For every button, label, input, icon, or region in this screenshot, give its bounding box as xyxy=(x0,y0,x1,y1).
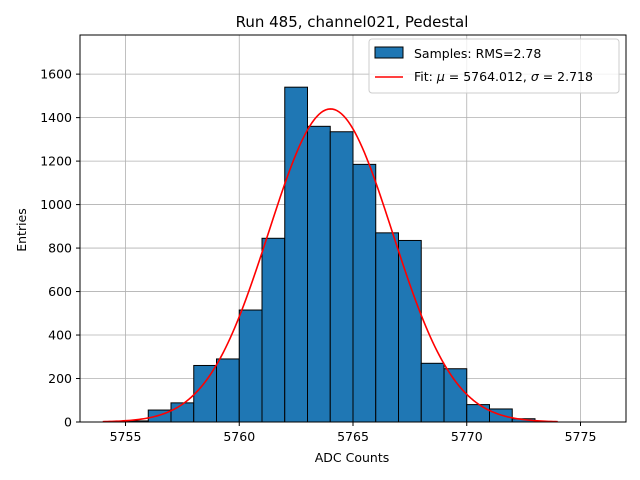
histogram-bar xyxy=(375,232,399,423)
histogram-bar xyxy=(261,237,286,423)
x-axis-ticks: 5755 5760 5765 5770 5775 xyxy=(110,422,597,444)
x-tick-label: 5755 xyxy=(110,429,142,444)
legend-swatch-samples xyxy=(374,46,404,59)
legend-box xyxy=(368,38,620,94)
x-tick-label: 5760 xyxy=(223,429,255,444)
y-tick-label: 200 xyxy=(48,371,72,386)
histogram-bar xyxy=(238,309,263,423)
y-tick-label: 800 xyxy=(48,241,72,256)
chart-title: Run 485, channel021, Pedestal xyxy=(236,13,469,31)
x-tick-label: 5775 xyxy=(565,429,597,444)
histogram-bar xyxy=(443,368,468,423)
histogram-bar xyxy=(398,239,422,423)
histogram-bar xyxy=(307,125,331,423)
histogram-bar xyxy=(193,364,217,423)
legend-label-samples: Samples: RMS=2.78 xyxy=(414,46,541,61)
histogram-bar xyxy=(329,131,354,423)
histogram-bar xyxy=(352,163,377,423)
legend-label-fit: Fit: μ = 5764.012, σ = 2.718 xyxy=(414,69,593,84)
x-tick-label: 5770 xyxy=(451,429,483,444)
y-tick-label: 1200 xyxy=(40,154,72,169)
y-tick-label: 1400 xyxy=(40,110,72,125)
y-tick-label: 0 xyxy=(64,415,72,430)
histogram-bar xyxy=(216,358,240,423)
legend: Samples: RMS=2.78 Fit: μ = 5764.012, σ =… xyxy=(368,38,620,94)
histogram-bar xyxy=(466,404,490,423)
x-tick-label: 5765 xyxy=(337,429,369,444)
x-axis-label: ADC Counts xyxy=(315,450,390,465)
histogram-bar xyxy=(170,402,195,423)
y-tick-label: 1000 xyxy=(40,197,72,212)
y-axis-ticks: 0 200 400 600 800 1000 1200 1400 1600 xyxy=(40,67,80,430)
y-axis-label: Entries xyxy=(14,208,29,252)
histogram-bars xyxy=(125,86,536,423)
histogram-bar xyxy=(420,362,445,423)
y-tick-label: 1600 xyxy=(40,67,72,82)
y-tick-label: 600 xyxy=(48,284,72,299)
gaussian-fit-line xyxy=(102,108,558,423)
y-tick-label: 400 xyxy=(48,328,72,343)
